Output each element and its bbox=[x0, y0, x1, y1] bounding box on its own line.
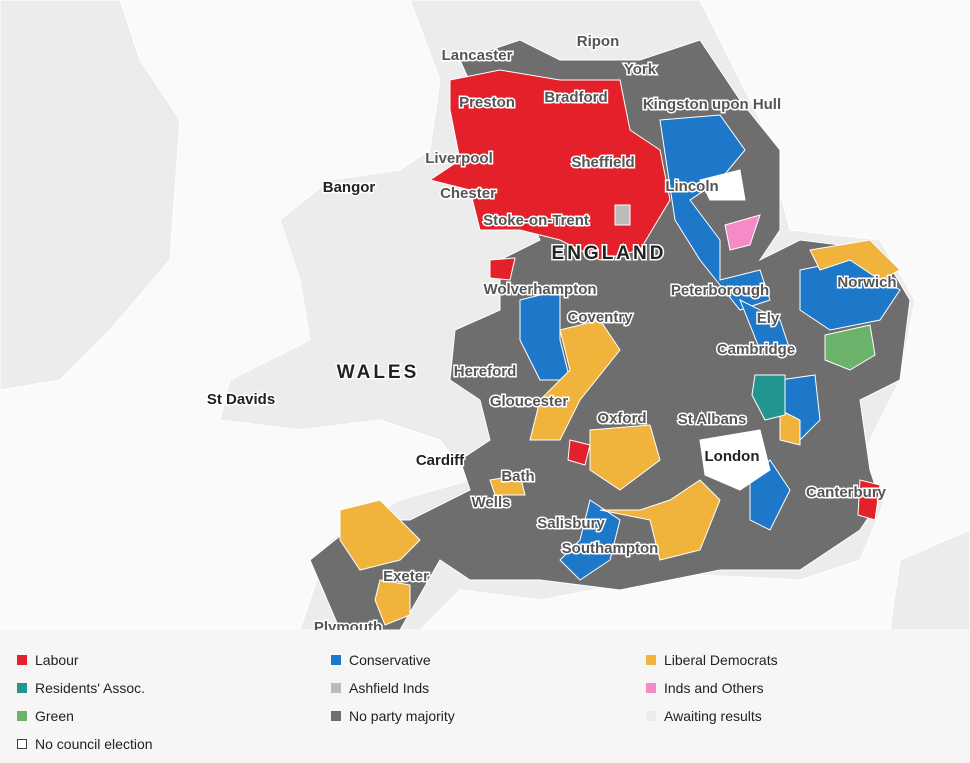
legend-swatch bbox=[17, 739, 27, 749]
legend-item: Labour bbox=[17, 651, 79, 669]
place-label: Stoke-on-Trent bbox=[483, 212, 589, 229]
legend-swatch bbox=[646, 655, 656, 665]
legend-label: Conservative bbox=[349, 652, 431, 668]
legend-label: No party majority bbox=[349, 708, 455, 724]
legend-swatch bbox=[646, 683, 656, 693]
legend-item: Awaiting results bbox=[646, 707, 762, 725]
council-areas bbox=[309, 39, 911, 631]
place-label: Chester bbox=[440, 185, 496, 202]
legend-item: No council election bbox=[17, 735, 153, 753]
place-label: Cambridge bbox=[717, 341, 795, 358]
place-label: Coventry bbox=[567, 309, 633, 326]
legend-label: Labour bbox=[35, 652, 79, 668]
legend-swatch bbox=[331, 711, 341, 721]
place-label: Oxford bbox=[597, 410, 646, 427]
place-label: Exeter bbox=[383, 568, 429, 585]
legend: Labour Conservative Liberal Democrats Resid… bbox=[0, 630, 970, 763]
legend-item: Inds and Others bbox=[646, 679, 764, 697]
legend-item: Residents' Assoc. bbox=[17, 679, 145, 697]
place-label: Salisbury bbox=[537, 515, 605, 532]
place-label: Southampton bbox=[562, 540, 659, 557]
place-label: St Albans bbox=[678, 411, 747, 428]
legend-label: Residents' Assoc. bbox=[35, 680, 146, 696]
country-label: WALES bbox=[337, 362, 420, 383]
place-label: Lancaster bbox=[442, 47, 513, 64]
country-label: ENGLAND bbox=[552, 243, 667, 264]
legend-item: Liberal Democrats bbox=[646, 651, 778, 669]
place-label: St Davids bbox=[207, 391, 275, 408]
legend-label: Ashfield Inds bbox=[349, 680, 430, 696]
place-label: Ripon bbox=[577, 33, 620, 50]
place-label: Ely bbox=[757, 310, 780, 327]
place-label: Sheffield bbox=[571, 154, 634, 171]
place-label: Cardiff bbox=[416, 452, 465, 469]
place-label: Kingston upon Hull bbox=[643, 96, 781, 113]
place-label: Wolverhampton bbox=[483, 281, 596, 298]
place-label: Liverpool bbox=[425, 150, 493, 167]
place-label: Norwich bbox=[837, 274, 896, 291]
legend-swatch bbox=[331, 655, 341, 665]
place-label: Bath bbox=[501, 468, 534, 485]
legend-label: No council election bbox=[35, 736, 153, 752]
place-label: Canterbury bbox=[806, 484, 887, 501]
legend-item: Conservative bbox=[331, 651, 431, 669]
place-label: Wells bbox=[472, 494, 511, 511]
legend-item: Ashfield Inds bbox=[331, 679, 429, 697]
place-label: Lincoln bbox=[665, 178, 718, 195]
legend-swatch bbox=[17, 711, 27, 721]
legend-label: Inds and Others bbox=[664, 680, 764, 696]
legend-swatch bbox=[331, 683, 341, 693]
legend-swatch bbox=[17, 683, 27, 693]
place-label: Peterborough bbox=[671, 282, 769, 299]
place-label: Plymouth bbox=[314, 619, 382, 630]
place-label: York bbox=[624, 61, 657, 78]
place-label: Preston bbox=[459, 94, 515, 111]
legend-label: Awaiting results bbox=[664, 708, 762, 724]
place-label: Hereford bbox=[454, 363, 517, 380]
legend-item: No party majority bbox=[331, 707, 455, 725]
legend-label: Liberal Democrats bbox=[664, 652, 778, 668]
legend-label: Green bbox=[35, 708, 74, 724]
legend-item: Green bbox=[17, 707, 74, 725]
place-label: Bangor bbox=[323, 179, 376, 196]
legend-swatch bbox=[17, 655, 27, 665]
place-label: Gloucester bbox=[490, 393, 569, 410]
place-label: London bbox=[705, 448, 760, 465]
legend-swatch bbox=[646, 711, 656, 721]
place-label: Bradford bbox=[544, 89, 607, 106]
